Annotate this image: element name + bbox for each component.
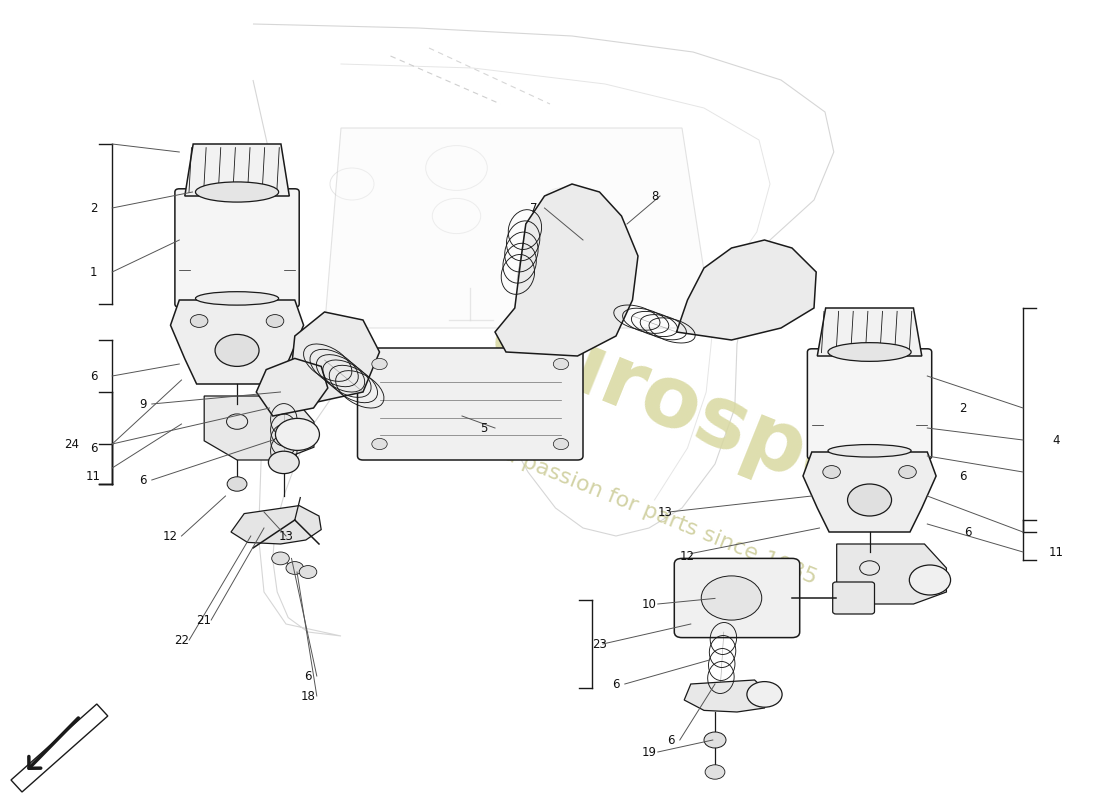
Circle shape (275, 418, 319, 450)
Circle shape (372, 438, 387, 450)
Ellipse shape (828, 342, 911, 362)
Text: 6: 6 (90, 370, 97, 382)
Text: 11: 11 (1048, 546, 1064, 558)
Text: 6: 6 (959, 470, 966, 482)
FancyBboxPatch shape (674, 558, 800, 638)
Text: eurospes: eurospes (477, 294, 920, 538)
Circle shape (899, 466, 916, 478)
Text: 11: 11 (86, 470, 101, 482)
Text: 8: 8 (651, 190, 658, 202)
Circle shape (266, 314, 284, 327)
Polygon shape (292, 312, 379, 404)
Text: a passion for parts since 1985: a passion for parts since 1985 (500, 444, 820, 588)
Text: 6: 6 (965, 526, 971, 538)
Text: 12: 12 (163, 530, 178, 542)
Ellipse shape (702, 576, 761, 620)
Text: 6: 6 (613, 678, 619, 690)
FancyBboxPatch shape (358, 348, 583, 460)
Text: 23: 23 (592, 638, 607, 650)
Text: 13: 13 (278, 530, 294, 542)
Circle shape (372, 358, 387, 370)
Text: 1: 1 (90, 266, 97, 278)
Circle shape (553, 358, 569, 370)
Circle shape (747, 682, 782, 707)
Circle shape (705, 765, 725, 779)
Circle shape (910, 565, 950, 595)
Text: 6: 6 (90, 442, 97, 454)
Polygon shape (324, 128, 713, 328)
Circle shape (214, 334, 258, 366)
Text: 2: 2 (90, 202, 97, 214)
Text: 19: 19 (641, 746, 657, 758)
Text: 12: 12 (680, 550, 695, 562)
Circle shape (227, 414, 248, 430)
Polygon shape (185, 144, 289, 196)
Polygon shape (205, 396, 314, 460)
Polygon shape (231, 506, 321, 544)
Polygon shape (803, 452, 936, 532)
Polygon shape (817, 308, 922, 356)
Text: 21: 21 (196, 614, 211, 626)
Circle shape (704, 732, 726, 748)
Circle shape (286, 562, 304, 574)
Circle shape (268, 451, 299, 474)
Circle shape (227, 477, 246, 491)
Text: 9: 9 (140, 398, 146, 410)
FancyBboxPatch shape (175, 189, 299, 307)
FancyBboxPatch shape (807, 349, 932, 459)
Text: 4: 4 (1053, 434, 1059, 446)
Text: 18: 18 (300, 690, 316, 702)
Polygon shape (837, 544, 946, 604)
Ellipse shape (828, 445, 911, 457)
Text: 7: 7 (530, 202, 537, 214)
Polygon shape (676, 240, 816, 340)
Ellipse shape (196, 182, 278, 202)
FancyBboxPatch shape (833, 582, 875, 614)
Text: 6: 6 (305, 670, 311, 682)
Text: 5: 5 (481, 422, 487, 434)
Text: 6: 6 (140, 474, 146, 486)
Text: 24: 24 (64, 438, 79, 450)
Text: 6: 6 (668, 734, 674, 746)
Circle shape (553, 438, 569, 450)
Circle shape (299, 566, 317, 578)
Text: 2: 2 (959, 402, 966, 414)
Polygon shape (684, 680, 770, 712)
Text: 10: 10 (641, 598, 657, 610)
Polygon shape (256, 358, 328, 416)
Ellipse shape (196, 292, 278, 305)
Text: 13: 13 (658, 506, 673, 518)
Circle shape (860, 561, 880, 575)
Circle shape (190, 314, 208, 327)
Polygon shape (170, 300, 304, 384)
Polygon shape (495, 184, 638, 356)
Circle shape (272, 552, 289, 565)
Circle shape (823, 466, 840, 478)
Text: 22: 22 (174, 634, 189, 646)
Circle shape (847, 484, 892, 516)
